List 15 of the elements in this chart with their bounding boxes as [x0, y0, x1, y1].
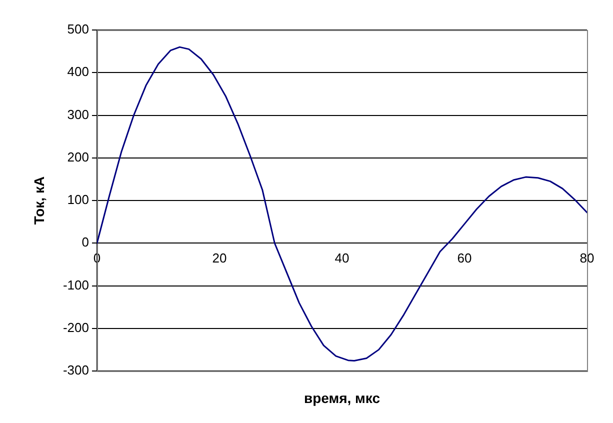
x-axis-title: время, мкс [304, 390, 380, 406]
y-tick-label: -200 [62, 320, 89, 335]
x-tick-label: 40 [334, 250, 350, 266]
x-tick-label: 60 [457, 250, 472, 266]
y-tick-label: 400 [67, 64, 89, 80]
y-tick-label: -300 [62, 362, 89, 378]
x-tick-label: 20 [212, 250, 227, 266]
y-axis-title: Ток, кА [30, 176, 47, 225]
y-tick-label: 0 [82, 234, 89, 250]
y-tick-label: 300 [67, 106, 89, 122]
y-tick-label: -100 [62, 277, 89, 292]
y-tick-label: 500 [67, 22, 89, 37]
x-tick-label: 80 [580, 250, 594, 266]
y-tick-label: 200 [67, 149, 89, 164]
y-tick-label: 100 [67, 192, 89, 208]
